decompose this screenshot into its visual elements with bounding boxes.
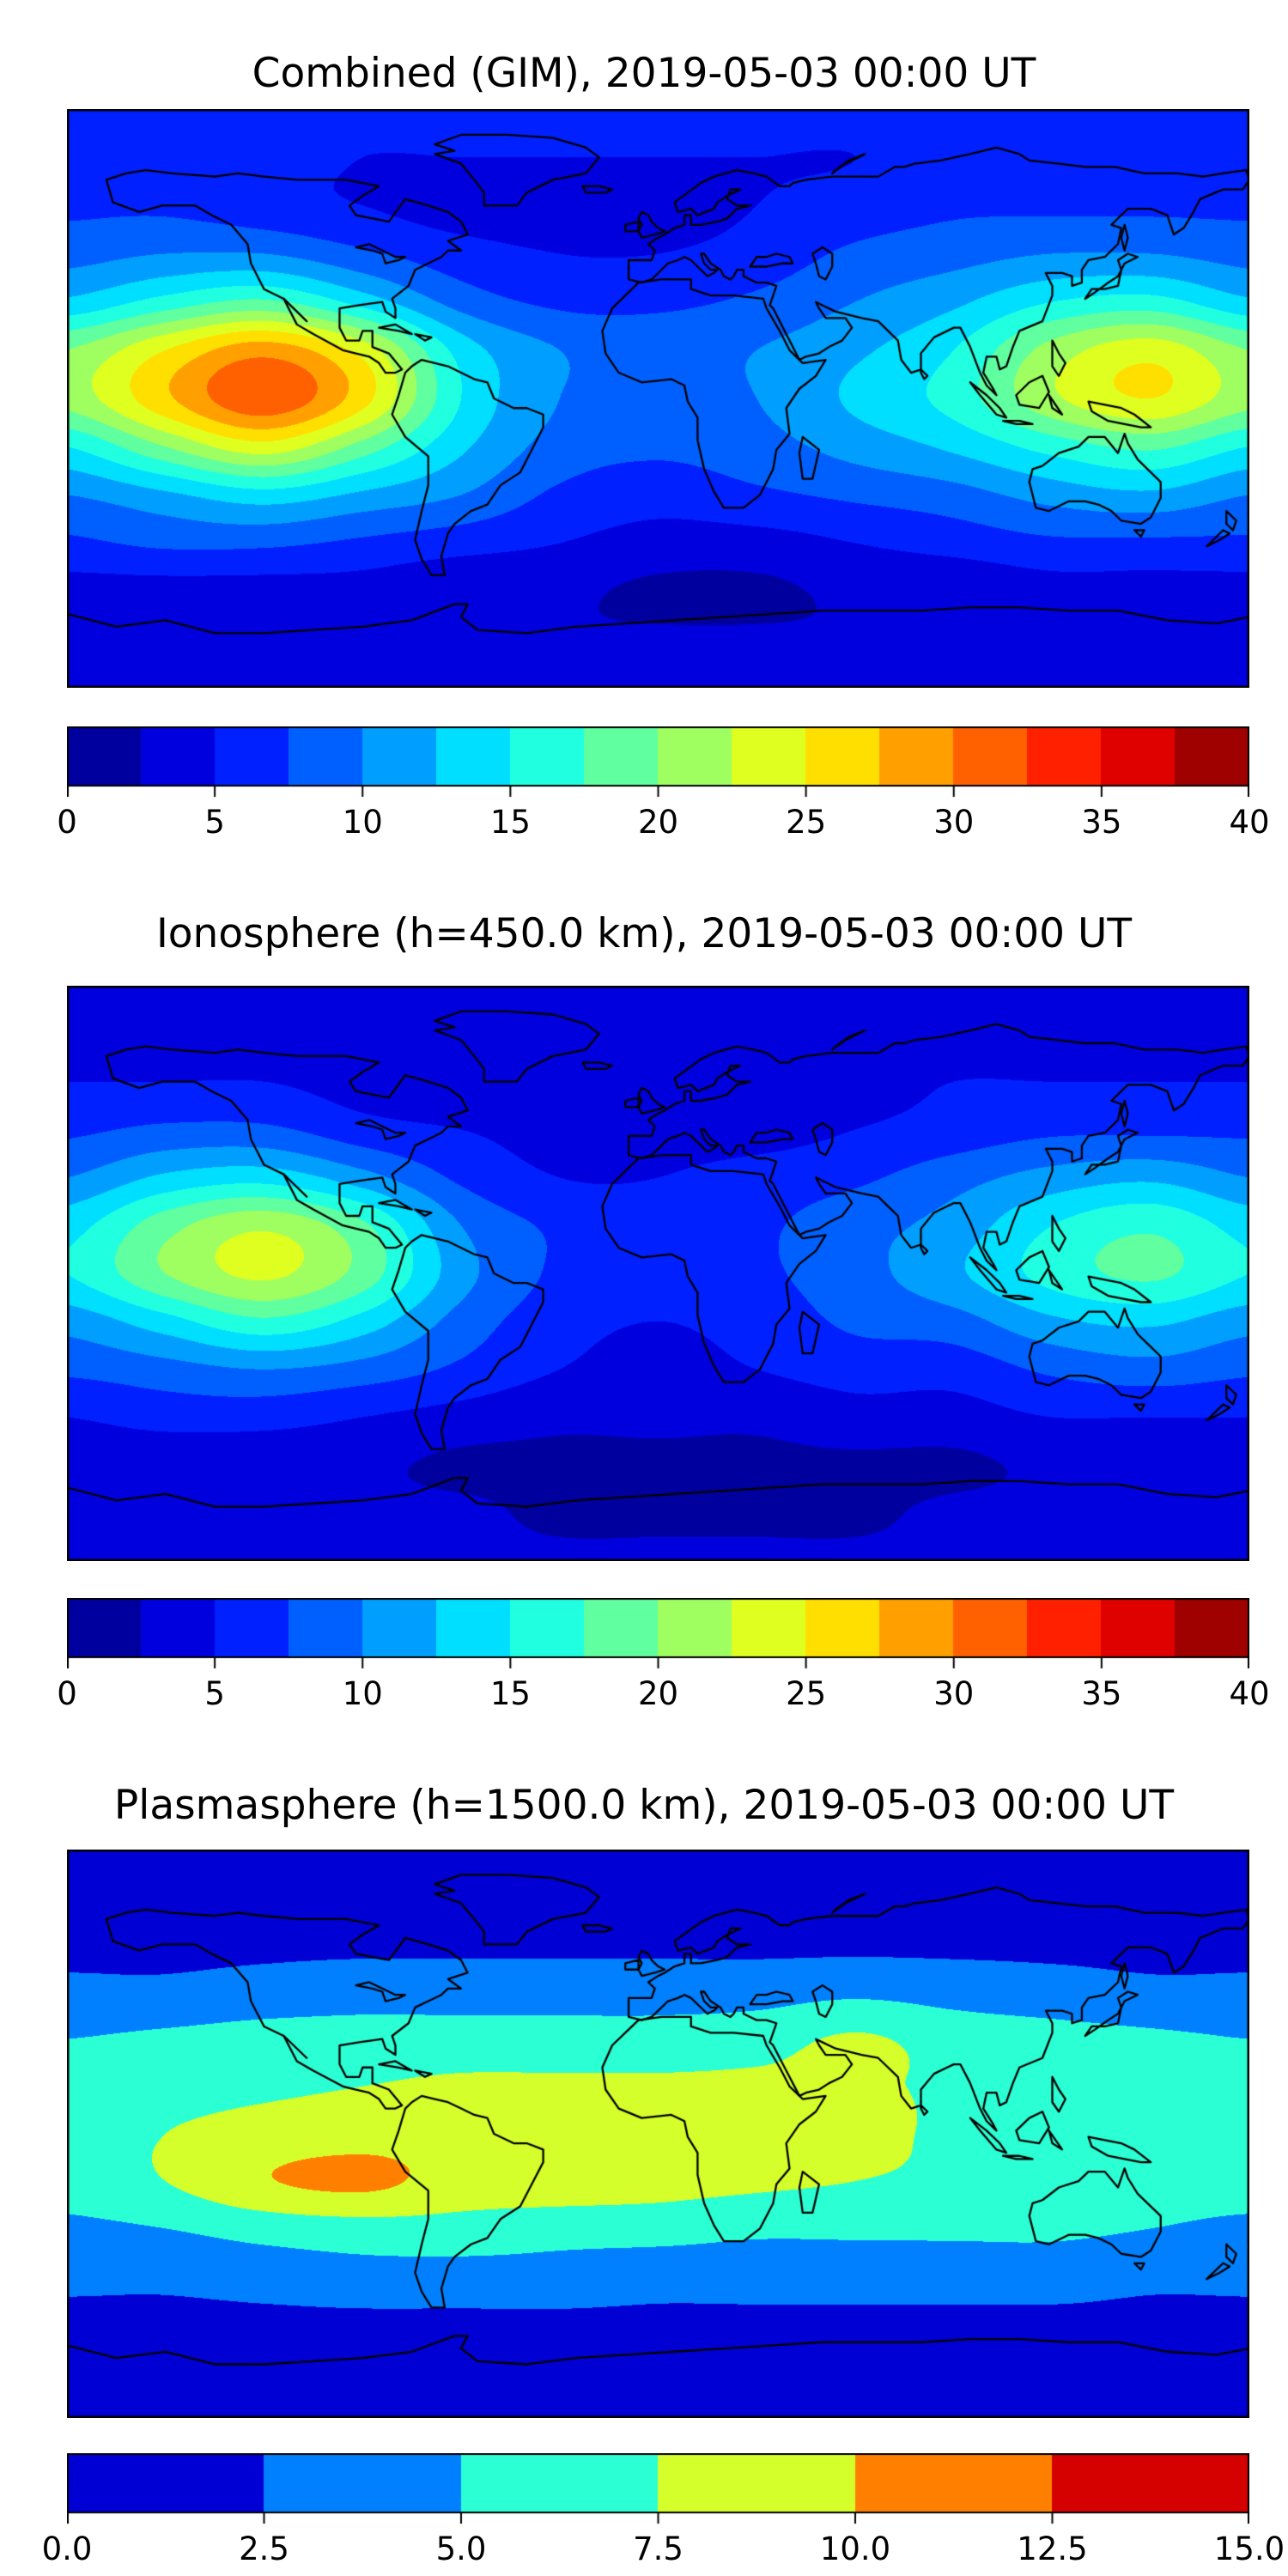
colorbar-tick-label: 2.5	[239, 2530, 289, 2567]
colorbar-tick-label: 10.0	[819, 2530, 891, 2567]
colorbar-tick-label: 20	[637, 1675, 679, 1712]
colorbar-tick-label: 0	[57, 804, 77, 841]
colorbar-tick-label: 15	[489, 804, 531, 841]
colorbar-tick-label: 25	[786, 804, 827, 841]
colorbar-tick-label: 40	[1229, 1675, 1270, 1712]
tec-map-canvas-combined	[67, 109, 1249, 688]
colorbar-tick-label: 15	[489, 1675, 531, 1712]
colorbar-tick-label: 5.0	[435, 2530, 487, 2567]
tec-map-canvas-ionosphere	[67, 986, 1249, 1561]
colorbar-tick-label: 35	[1081, 804, 1122, 841]
colorbar-canvas-plasmasphere	[67, 2453, 1249, 2525]
colorbar-tick-label: 20	[637, 804, 679, 841]
colorbar-canvas-combined	[67, 726, 1249, 799]
colorbar-tick-label: 35	[1081, 1675, 1122, 1712]
colorbar-tick-labels-ionosphere: 0 5 10 15 20 25 30 35 40	[57, 1670, 1269, 1715]
colorbar-tick-labels-plasmasphere: 0.0 2.5 5.0 7.5 10.0 12.5 15.0	[42, 2525, 1285, 2570]
colorbar-tick-label: 10	[342, 804, 383, 841]
colorbar-tick-label: 5	[204, 1675, 225, 1712]
tec-map-canvas-plasmasphere	[67, 1850, 1249, 2418]
colorbar-tick-label: 12.5	[1017, 2530, 1088, 2567]
colorbar-tick-label: 10	[342, 1675, 383, 1712]
colorbar-tick-label: 30	[933, 804, 975, 841]
panel-title-combined: Combined (GIM), 2019-05-03 00:00 UT	[252, 50, 1036, 97]
colorbar-canvas-ionosphere	[67, 1598, 1249, 1670]
colorbar-tick-labels-combined: 0 5 10 15 20 25 30 35 40	[57, 799, 1269, 843]
colorbar-tick-label: 15.0	[1213, 2530, 1285, 2567]
colorbar-tick-label: 5	[204, 804, 225, 841]
panel-title-ionosphere: Ionosphere (h=450.0 km), 2019-05-03 00:0…	[155, 910, 1133, 957]
panel-title-plasmasphere: Plasmasphere (h=1500.0 km), 2019-05-03 0…	[113, 1782, 1175, 1829]
colorbar-tick-label: 25	[786, 1675, 827, 1712]
colorbar-tick-label: 0.0	[41, 2530, 93, 2567]
colorbar-tick-label: 7.5	[633, 2530, 683, 2567]
colorbar-tick-label: 0	[57, 1675, 77, 1712]
colorbar-tick-label: 30	[933, 1675, 975, 1712]
colorbar-tick-label: 40	[1229, 804, 1270, 841]
